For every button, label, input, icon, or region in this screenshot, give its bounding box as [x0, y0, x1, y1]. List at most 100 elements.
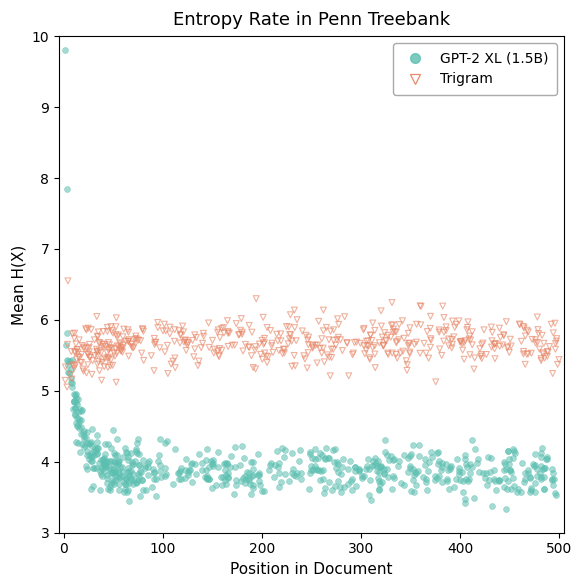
Point — [505, 465, 514, 475]
Point — [363, 455, 373, 464]
Point — [106, 469, 116, 478]
Point — [165, 329, 175, 339]
Point — [456, 338, 465, 347]
Point — [131, 478, 140, 487]
Point — [499, 331, 509, 340]
Point — [296, 445, 305, 455]
Point — [156, 460, 165, 469]
Point — [530, 487, 540, 497]
Point — [110, 450, 119, 460]
Point — [62, 184, 72, 193]
Point — [104, 439, 113, 449]
Legend: GPT-2 XL (1.5B), Trigram: GPT-2 XL (1.5B), Trigram — [393, 43, 557, 95]
Point — [506, 335, 515, 344]
Point — [183, 339, 193, 348]
Point — [537, 448, 546, 457]
Point — [308, 465, 318, 475]
Point — [356, 339, 365, 348]
Point — [111, 344, 120, 353]
Point — [550, 475, 559, 484]
Point — [215, 344, 224, 353]
Point — [256, 350, 265, 359]
Point — [127, 340, 137, 349]
Point — [104, 462, 113, 472]
Point — [151, 475, 161, 484]
Point — [540, 463, 549, 472]
Point — [450, 323, 460, 332]
Point — [202, 473, 211, 483]
Point — [86, 325, 96, 335]
Point — [408, 440, 418, 450]
Point — [87, 370, 96, 379]
Point — [460, 336, 470, 346]
Point — [439, 328, 449, 337]
Point — [103, 353, 113, 362]
Point — [166, 359, 176, 369]
Point — [162, 469, 171, 479]
Point — [72, 413, 82, 423]
Point — [71, 339, 81, 349]
Point — [390, 328, 399, 337]
Point — [477, 340, 486, 349]
Point — [203, 473, 212, 483]
Point — [118, 343, 127, 353]
Point — [384, 456, 393, 465]
Point — [415, 440, 424, 449]
Point — [386, 333, 395, 342]
Point — [390, 454, 399, 463]
Point — [500, 473, 510, 483]
Point — [67, 382, 77, 391]
Point — [97, 376, 106, 385]
Point — [254, 477, 263, 486]
Point — [364, 464, 374, 473]
Point — [154, 450, 164, 460]
Point — [274, 468, 284, 477]
Point — [308, 340, 317, 350]
Point — [503, 446, 513, 455]
Point — [121, 473, 131, 482]
Point — [214, 352, 224, 361]
Point — [426, 336, 436, 345]
Point — [109, 465, 118, 474]
Point — [94, 328, 103, 337]
Point — [242, 467, 252, 477]
Point — [69, 362, 78, 371]
Point — [482, 350, 491, 359]
Point — [116, 346, 126, 356]
Point — [323, 350, 332, 360]
Point — [468, 340, 477, 349]
Point — [405, 463, 415, 473]
Point — [405, 452, 415, 461]
Point — [114, 480, 123, 489]
Point — [112, 322, 121, 332]
Point — [207, 459, 217, 469]
Point — [238, 328, 247, 337]
Point — [318, 450, 327, 459]
Point — [109, 479, 119, 489]
Point — [107, 467, 117, 477]
Point — [391, 327, 401, 336]
Point — [446, 465, 455, 474]
Point — [85, 438, 95, 447]
Point — [193, 361, 203, 370]
Point — [100, 440, 109, 449]
Point — [168, 479, 178, 489]
Point — [71, 409, 80, 419]
Point — [115, 473, 124, 482]
Point — [258, 355, 267, 364]
Point — [505, 348, 514, 357]
Point — [344, 464, 353, 473]
Point — [405, 338, 415, 348]
Point — [202, 471, 211, 480]
Point — [460, 494, 470, 503]
Point — [264, 352, 273, 362]
Point — [377, 477, 386, 487]
Point — [96, 455, 106, 465]
Point — [387, 320, 396, 330]
Point — [110, 470, 120, 480]
Point — [117, 462, 126, 472]
Point — [533, 465, 542, 474]
Point — [461, 455, 470, 464]
Point — [109, 457, 119, 466]
Point — [70, 348, 79, 358]
